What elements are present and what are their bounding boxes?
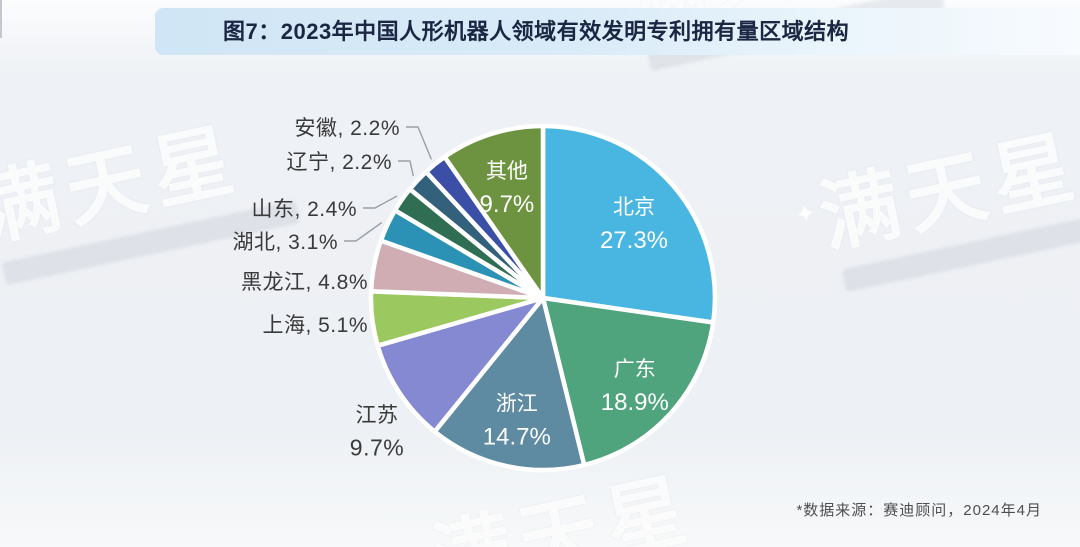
slice-label-浙江: 浙江 bbox=[496, 393, 538, 416]
title-banner: 图7：2023年中国人形机器人领域有效发明专利拥有量区域结构 bbox=[155, 8, 1080, 55]
pie-slice-江苏 bbox=[375, 295, 546, 434]
slice-label-广东: 18.9% bbox=[601, 389, 669, 416]
pie-slice-北京 bbox=[540, 123, 718, 325]
slice-label-浙江: 14.7% bbox=[483, 424, 551, 451]
leader-line-山东 bbox=[363, 195, 398, 209]
page-edge-mark bbox=[0, 0, 2, 38]
leader-line-安徽 bbox=[406, 126, 433, 160]
leader-line-湖北 bbox=[344, 221, 383, 242]
slice-label-北京: 27.3% bbox=[600, 227, 668, 254]
slice-label-其他: 其他 bbox=[486, 160, 528, 183]
slice-label-北京: 北京 bbox=[613, 196, 655, 219]
leader-line-辽宁 bbox=[398, 160, 414, 177]
pie-slice-其他 bbox=[442, 123, 546, 301]
source-note: *数据来源：赛迪顾问，2024年4月 bbox=[796, 502, 1042, 519]
slice-label-其他: 9.7% bbox=[480, 191, 535, 218]
pie-slice-浙江 bbox=[432, 295, 587, 473]
slice-label-广东: 广东 bbox=[614, 358, 656, 381]
pie-slice-广东 bbox=[540, 295, 716, 468]
figure-title: 图7：2023年中国人形机器人领域有效发明专利拥有量区域结构 bbox=[223, 19, 850, 44]
